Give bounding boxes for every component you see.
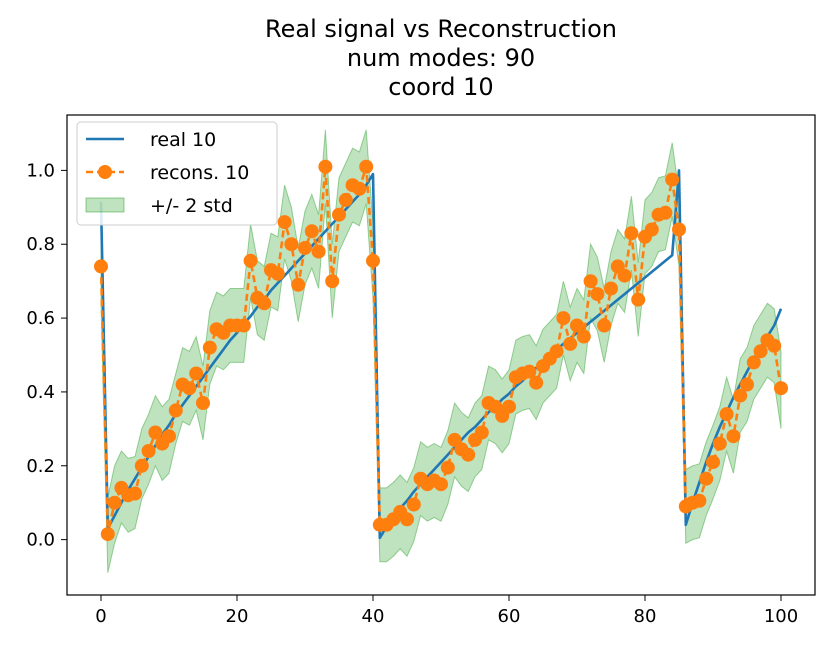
recons-point — [658, 205, 673, 220]
chart-title-line-1: Real signal vs Reconstruction — [265, 15, 617, 43]
recons-point — [556, 311, 571, 326]
recons-point — [270, 266, 285, 281]
legend: real 10 recons. 10 +/- 2 std — [76, 121, 278, 226]
recons-point — [148, 425, 163, 440]
y-tick-label: 0.8 — [26, 234, 55, 255]
recons-point — [576, 329, 591, 344]
recons-point — [604, 281, 618, 296]
recons-point — [440, 460, 455, 475]
recons-point — [257, 296, 272, 311]
recons-point — [631, 292, 646, 307]
recons-point — [672, 222, 686, 237]
recons-point — [746, 355, 761, 370]
recons-point — [202, 340, 217, 355]
y-tick-label: 0.4 — [26, 382, 55, 403]
recons-point — [189, 366, 204, 381]
recons-point — [366, 253, 380, 268]
recons-point — [699, 471, 714, 486]
y-tick-label: 0.6 — [26, 308, 55, 329]
x-tick-label: 20 — [226, 606, 249, 627]
recons-point — [624, 226, 639, 241]
recons-point — [549, 344, 564, 359]
recons-point — [304, 224, 319, 239]
recons-point — [400, 512, 414, 527]
recons-point — [134, 458, 149, 473]
recons-point — [774, 381, 788, 396]
legend-label-band: +/- 2 std — [150, 195, 233, 217]
legend-label-real: real 10 — [150, 129, 216, 151]
recons-point — [461, 447, 476, 462]
recons-point — [352, 181, 367, 196]
chart-title-line-2: num modes: 90 — [347, 44, 535, 72]
recons-point — [740, 377, 754, 392]
recons-point — [332, 207, 346, 222]
x-tick-label: 60 — [498, 606, 521, 627]
x-tick-label: 100 — [764, 606, 798, 627]
recons-point — [733, 388, 748, 403]
recons-point — [298, 240, 312, 255]
recons-point — [522, 364, 537, 379]
recons-point — [597, 318, 612, 333]
recons-point — [162, 429, 176, 444]
recons-point — [434, 477, 448, 492]
recons-point — [168, 403, 183, 418]
axes-frame — [66, 114, 816, 596]
recons-point — [141, 444, 156, 458]
recons-point — [753, 344, 768, 359]
recons-point — [406, 497, 421, 512]
recons-point — [570, 318, 584, 333]
recons-point — [474, 425, 489, 440]
recons-point — [196, 396, 210, 410]
recons-point — [284, 237, 299, 252]
recons-point — [583, 274, 598, 289]
recons-point — [502, 399, 516, 414]
recons-point — [712, 436, 727, 451]
recons-point — [706, 455, 720, 470]
x-tick-label: 40 — [362, 606, 385, 627]
recons-point — [726, 429, 741, 444]
recons-point — [529, 375, 544, 390]
recons-point — [590, 287, 605, 302]
recons-point — [107, 495, 122, 510]
recons-point — [100, 527, 115, 542]
chart-title-line-3: coord 10 — [388, 73, 493, 101]
recons-point — [563, 336, 578, 351]
recons-point — [277, 215, 292, 230]
y-tick-label: 0.2 — [26, 456, 55, 477]
recons-point — [338, 192, 353, 207]
recons-point — [325, 274, 340, 289]
recons-point — [617, 268, 632, 283]
recons-point — [182, 381, 197, 396]
axis-ticks: 0 20 40 60 80 100 0.0 0.2 0.4 0.6 0.8 1.0 — [26, 160, 798, 627]
recons-point — [767, 338, 782, 353]
recons-point — [311, 244, 326, 259]
legend-marker-recons — [98, 165, 112, 179]
x-tick-label: 0 — [95, 606, 106, 627]
recons-point — [692, 493, 707, 508]
recons-point — [236, 318, 251, 333]
y-tick-label: 1.0 — [26, 160, 55, 181]
recons-point — [243, 253, 258, 268]
recons-point — [94, 259, 108, 274]
recons-point — [291, 277, 306, 292]
legend-box — [76, 121, 278, 226]
legend-swatch-band — [85, 197, 125, 213]
legend-label-recons: recons. 10 — [150, 162, 249, 184]
recons-point — [128, 486, 142, 501]
real-series-line — [99, 169, 783, 540]
x-tick-label: 80 — [634, 606, 657, 627]
recons-point — [644, 222, 659, 237]
recons-point — [318, 159, 333, 174]
recons-point — [665, 172, 680, 187]
recons-point — [359, 159, 374, 174]
recons-point — [719, 407, 734, 422]
y-tick-label: 0.0 — [26, 530, 55, 551]
plot-area — [94, 129, 788, 573]
